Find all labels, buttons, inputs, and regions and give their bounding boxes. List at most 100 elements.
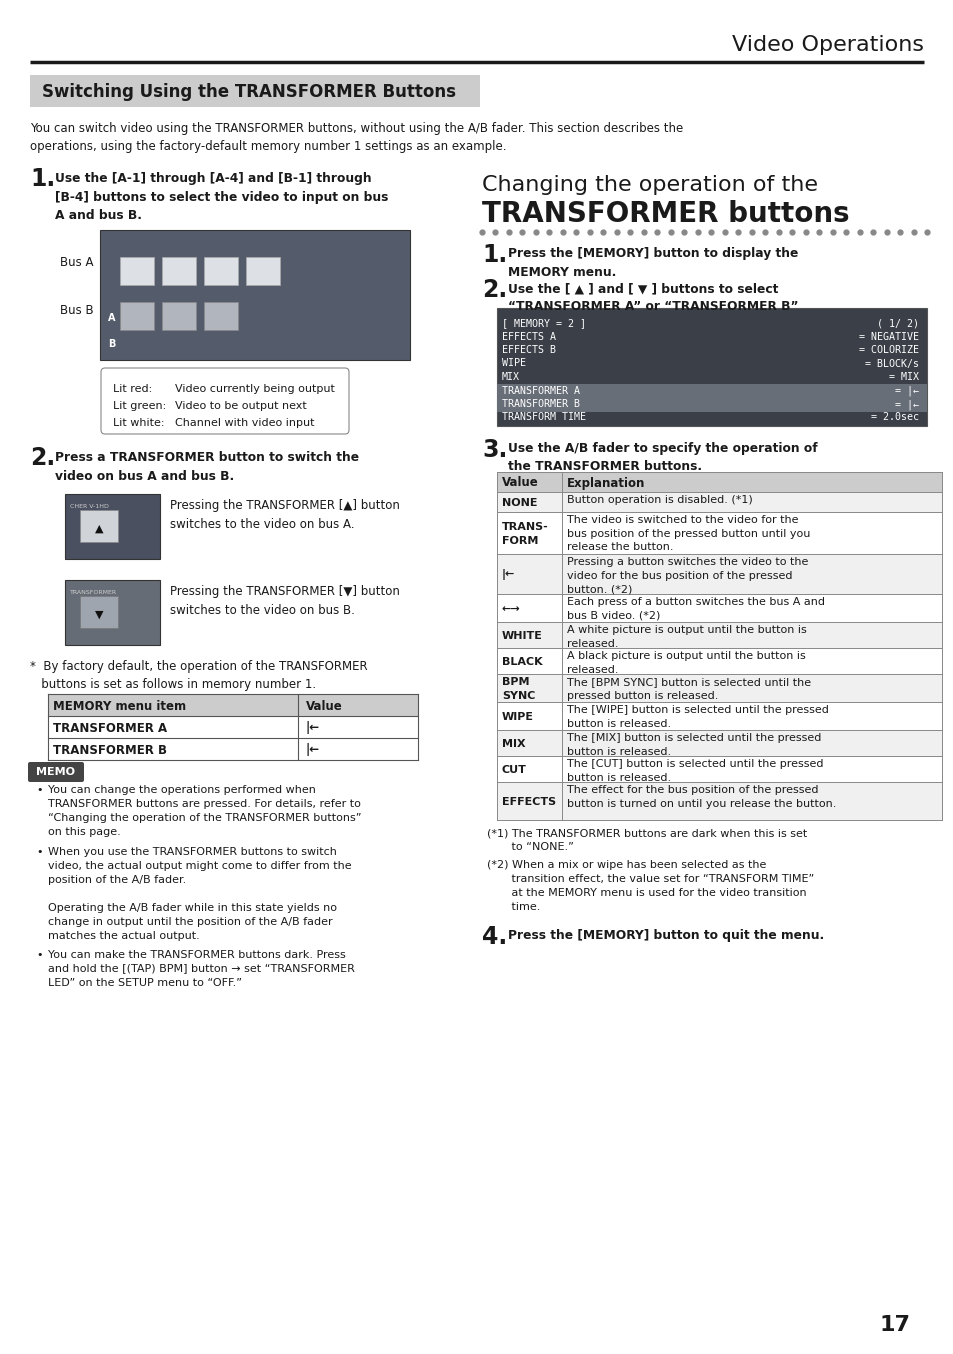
Bar xyxy=(497,307,926,427)
Bar xyxy=(120,302,153,330)
Bar xyxy=(48,695,417,716)
Text: NONE: NONE xyxy=(501,498,537,508)
Text: ▲: ▲ xyxy=(94,524,103,533)
FancyBboxPatch shape xyxy=(101,368,349,435)
Text: = |←: = |← xyxy=(894,386,918,395)
Text: EFFECTS B: EFFECTS B xyxy=(501,345,556,355)
Text: |←: |← xyxy=(501,570,515,581)
Text: When you use the TRANSFORMER buttons to switch
video, the actual output might co: When you use the TRANSFORMER buttons to … xyxy=(48,848,352,941)
Text: [ MEMORY = 2 ]: [ MEMORY = 2 ] xyxy=(501,318,585,328)
Text: Bus A: Bus A xyxy=(60,256,93,268)
Text: Lit white:: Lit white: xyxy=(112,418,164,428)
Bar xyxy=(162,302,195,330)
Text: Press the [MEMORY] button to quit the menu.: Press the [MEMORY] button to quit the me… xyxy=(507,929,823,942)
Bar xyxy=(204,257,237,284)
Text: BLACK: BLACK xyxy=(501,657,542,668)
Text: = |←: = |← xyxy=(894,399,918,409)
Text: ( 1/ 2): ( 1/ 2) xyxy=(876,318,918,328)
Bar xyxy=(497,674,941,701)
Text: = COLORIZE: = COLORIZE xyxy=(858,345,918,355)
Text: EFFECTS A: EFFECTS A xyxy=(501,332,556,341)
Text: •: • xyxy=(36,785,43,795)
Bar xyxy=(100,230,410,360)
Bar xyxy=(497,730,941,756)
Text: Changing the operation of the: Changing the operation of the xyxy=(481,175,817,195)
Text: 1.: 1. xyxy=(30,167,55,191)
Text: Video to be output next: Video to be output next xyxy=(174,401,307,412)
Bar xyxy=(246,257,280,284)
Text: 17: 17 xyxy=(879,1315,909,1335)
Text: The [BPM SYNC] button is selected until the
pressed button is released.: The [BPM SYNC] button is selected until … xyxy=(566,677,810,700)
Bar xyxy=(162,257,195,284)
Bar xyxy=(497,594,941,621)
Text: You can switch video using the TRANSFORMER buttons, without using the A/B fader.: You can switch video using the TRANSFORM… xyxy=(30,122,682,153)
Bar xyxy=(497,397,926,412)
Text: CHER V-1HD: CHER V-1HD xyxy=(70,504,109,509)
Text: MIX: MIX xyxy=(501,372,519,382)
Text: Pressing the TRANSFORMER [▼] button
switches to the video on bus B.: Pressing the TRANSFORMER [▼] button swit… xyxy=(170,585,399,616)
Text: TRANSFORMER B: TRANSFORMER B xyxy=(53,743,167,757)
Text: B: B xyxy=(108,338,115,349)
Text: CUT: CUT xyxy=(501,765,526,774)
Text: •: • xyxy=(36,949,43,960)
Text: TRANSFORMER A: TRANSFORMER A xyxy=(501,386,579,395)
Bar xyxy=(497,783,941,821)
Text: WHITE: WHITE xyxy=(501,631,542,640)
Bar xyxy=(120,257,153,284)
Text: 2.: 2. xyxy=(30,445,55,470)
Bar xyxy=(497,492,941,512)
Text: Press a TRANSFORMER button to switch the
video on bus A and bus B.: Press a TRANSFORMER button to switch the… xyxy=(55,451,358,482)
Bar xyxy=(80,510,118,542)
Text: •: • xyxy=(36,848,43,857)
Text: Value: Value xyxy=(306,700,342,712)
Text: BPM
SYNC: BPM SYNC xyxy=(501,677,535,700)
Text: EFFECTS: EFFECTS xyxy=(501,798,556,807)
Text: Channel with video input: Channel with video input xyxy=(174,418,314,428)
Text: Value: Value xyxy=(501,477,538,490)
Text: TRANSFORMER B: TRANSFORMER B xyxy=(501,399,579,409)
Text: You can make the TRANSFORMER buttons dark. Press
and hold the [(TAP) BPM] button: You can make the TRANSFORMER buttons dar… xyxy=(48,949,355,987)
Text: 4.: 4. xyxy=(481,925,507,949)
Text: Pressing the TRANSFORMER [▲] button
switches to the video on bus A.: Pressing the TRANSFORMER [▲] button swit… xyxy=(170,500,399,531)
Text: ←→: ←→ xyxy=(501,604,520,613)
Text: Lit green:: Lit green: xyxy=(112,401,166,412)
Text: |←: |← xyxy=(306,743,320,757)
Text: |←: |← xyxy=(306,722,320,734)
Text: *  By factory default, the operation of the TRANSFORMER
   buttons is set as fol: * By factory default, the operation of t… xyxy=(30,659,367,691)
Bar xyxy=(497,554,941,594)
Text: The [MIX] button is selected until the pressed
button is released.: The [MIX] button is selected until the p… xyxy=(566,733,821,757)
Text: (*2) When a mix or wipe has been selected as the
       transition effect, the v: (*2) When a mix or wipe has been selecte… xyxy=(486,860,814,913)
Text: A: A xyxy=(108,313,115,324)
Bar xyxy=(65,494,160,559)
Bar xyxy=(65,580,160,645)
Text: Video Operations: Video Operations xyxy=(731,35,923,56)
Bar xyxy=(497,512,941,554)
Text: = MIX: = MIX xyxy=(888,372,918,382)
Text: 3.: 3. xyxy=(481,437,507,462)
FancyBboxPatch shape xyxy=(28,762,84,783)
Bar xyxy=(497,621,941,649)
Text: Explanation: Explanation xyxy=(566,477,644,490)
Text: A white picture is output until the button is
released.: A white picture is output until the butt… xyxy=(566,626,806,649)
Text: (*1) The TRANSFORMER buttons are dark when this is set
       to “NONE.”: (*1) The TRANSFORMER buttons are dark wh… xyxy=(486,829,806,852)
Text: MEMO: MEMO xyxy=(36,766,75,777)
Text: = NEGATIVE: = NEGATIVE xyxy=(858,332,918,341)
Text: = BLOCK/s: = BLOCK/s xyxy=(864,359,918,368)
Text: WIPE: WIPE xyxy=(501,359,525,368)
Text: Video currently being output: Video currently being output xyxy=(174,385,335,394)
Text: WIPE: WIPE xyxy=(501,712,534,722)
Text: TRANSFORMER: TRANSFORMER xyxy=(70,590,117,594)
Text: Bus B: Bus B xyxy=(60,303,93,317)
Text: MEMORY menu item: MEMORY menu item xyxy=(53,700,186,712)
Text: TRANSFORMER buttons: TRANSFORMER buttons xyxy=(481,200,849,227)
Text: The [WIPE] button is selected until the pressed
button is released.: The [WIPE] button is selected until the … xyxy=(566,705,828,728)
Text: You can change the operations performed when
TRANSFORMER buttons are pressed. Fo: You can change the operations performed … xyxy=(48,785,361,837)
Text: MIX: MIX xyxy=(501,739,525,749)
Text: Use the A/B fader to specify the operation of
the TRANSFORMER buttons.: Use the A/B fader to specify the operati… xyxy=(507,441,817,474)
Bar xyxy=(204,302,237,330)
Text: ▼: ▼ xyxy=(94,611,103,620)
Bar xyxy=(497,473,941,492)
Bar xyxy=(30,74,479,107)
Text: Use the [ ▲ ] and [ ▼ ] buttons to select
“TRANSFORMER A” or “TRANSFORMER B”: Use the [ ▲ ] and [ ▼ ] buttons to selec… xyxy=(507,282,798,314)
Text: Button operation is disabled. (*1): Button operation is disabled. (*1) xyxy=(566,496,752,505)
